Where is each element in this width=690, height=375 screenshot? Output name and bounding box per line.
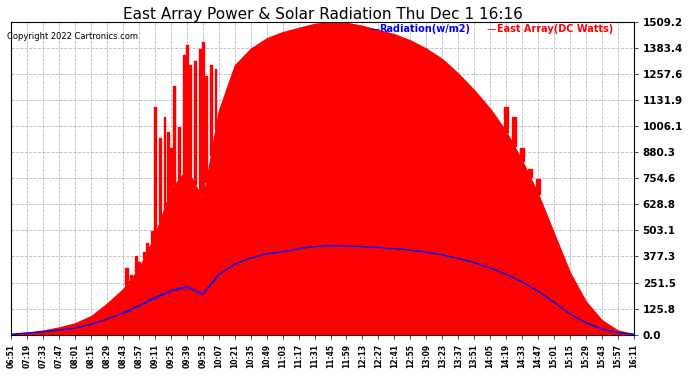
Text: Radiation(w/m2): Radiation(w/m2) xyxy=(380,24,471,34)
Text: —: — xyxy=(369,24,379,34)
Text: East Array(DC Watts): East Array(DC Watts) xyxy=(497,24,613,34)
Title: East Array Power & Solar Radiation Thu Dec 1 16:16: East Array Power & Solar Radiation Thu D… xyxy=(123,7,522,22)
Text: Copyright 2022 Cartronics.com: Copyright 2022 Cartronics.com xyxy=(7,32,138,41)
Text: —: — xyxy=(486,24,496,34)
